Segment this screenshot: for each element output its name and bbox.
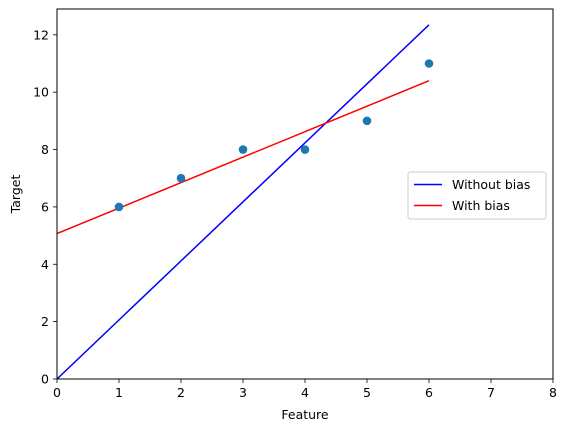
y-axis: 0 2 4 6 8 10 12 — [33, 27, 57, 387]
legend-label: With bias — [452, 198, 510, 213]
y-tick-label: 8 — [41, 142, 49, 157]
x-tick-label: 5 — [363, 385, 371, 400]
data-point — [362, 116, 372, 126]
legend-box — [407, 171, 547, 220]
y-tick-label: 0 — [41, 372, 49, 387]
x-tick-label: 1 — [115, 385, 123, 400]
data-point — [300, 145, 310, 154]
x-axis-label: Feature — [281, 407, 329, 422]
series-line-1 — [57, 80, 430, 235]
y-tick-label: 10 — [33, 85, 49, 100]
plot-content — [57, 24, 430, 379]
legend: Without bias With bias — [407, 171, 547, 220]
x-tick-label: 3 — [239, 385, 247, 400]
data-point — [176, 173, 186, 183]
y-tick-label: 6 — [41, 199, 49, 214]
x-tick-label: 7 — [487, 385, 495, 400]
x-tick-label: 0 — [53, 385, 61, 400]
legend-label: Without bias — [452, 177, 530, 192]
data-point — [114, 202, 124, 212]
y-axis-label: Target — [8, 175, 23, 215]
x-axis: 0 1 2 3 4 5 6 7 8 — [53, 379, 557, 400]
x-tick-label: 6 — [425, 385, 433, 400]
x-tick-label: 4 — [301, 385, 309, 400]
x-tick-label: 2 — [177, 385, 185, 400]
y-tick-label: 2 — [41, 314, 49, 329]
x-tick-label: 8 — [549, 385, 557, 400]
series-line-0 — [57, 24, 430, 379]
data-point — [424, 59, 434, 68]
data-point — [238, 145, 248, 154]
y-tick-label: 4 — [41, 257, 49, 272]
y-tick-label: 12 — [33, 27, 49, 42]
